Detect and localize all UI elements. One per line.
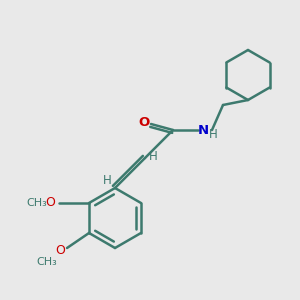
Text: H: H bbox=[208, 128, 217, 142]
Text: O: O bbox=[45, 196, 55, 209]
Text: H: H bbox=[103, 173, 111, 187]
Text: O: O bbox=[138, 116, 150, 128]
Text: CH₃: CH₃ bbox=[37, 257, 57, 267]
Text: H: H bbox=[148, 149, 158, 163]
Text: CH₃: CH₃ bbox=[27, 198, 47, 208]
Text: O: O bbox=[55, 244, 65, 257]
Text: N: N bbox=[197, 124, 208, 136]
